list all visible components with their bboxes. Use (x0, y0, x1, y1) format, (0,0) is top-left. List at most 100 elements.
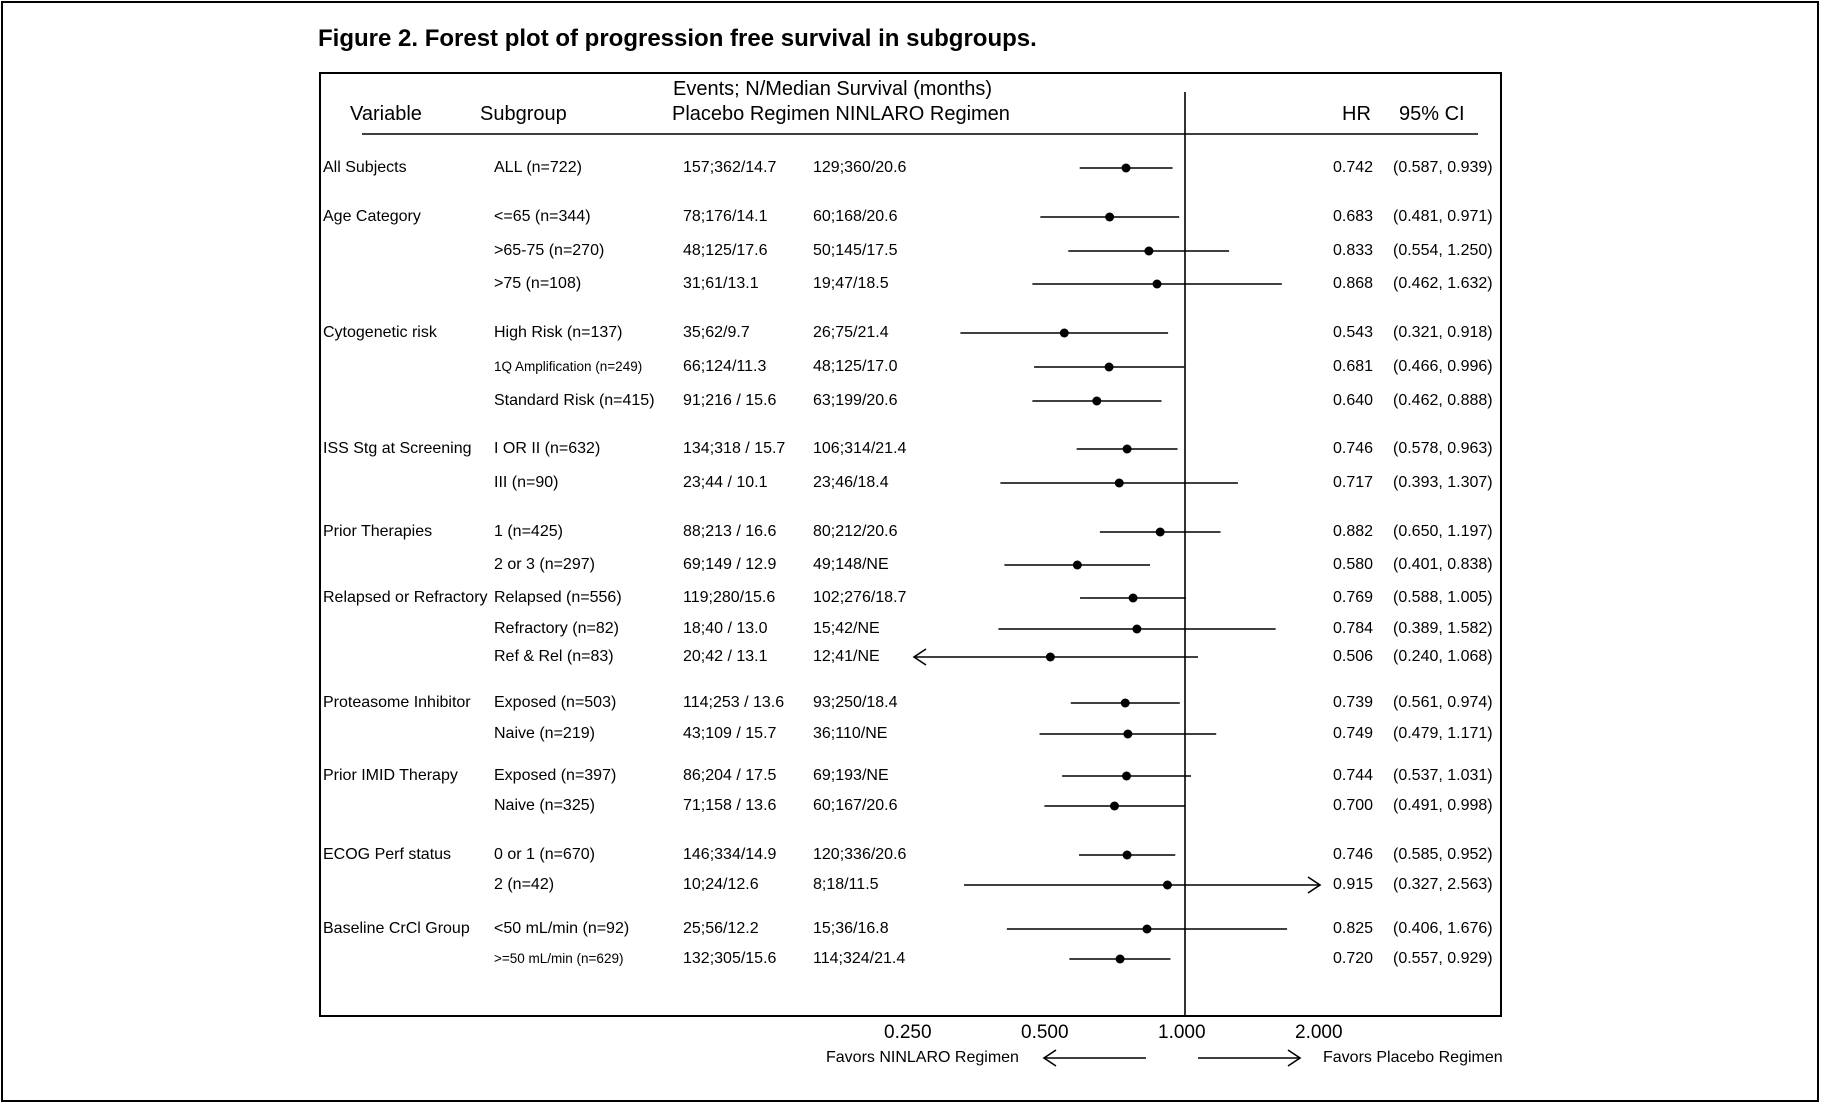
row-variable: Age Category (323, 208, 421, 225)
row-ninlaro: 120;336/20.6 (813, 846, 907, 863)
row-subgroup: Exposed (n=503) (494, 694, 617, 711)
row-hr: 0.915 (1333, 876, 1374, 893)
row-subgroup: 2 (n=42) (494, 876, 555, 893)
row-ci: (0.588, 1.005) (1393, 589, 1493, 606)
hr-point (1144, 246, 1154, 256)
row-placebo: 88;213 / 16.6 (683, 523, 777, 540)
row-hr: 0.784 (1333, 620, 1374, 637)
row-variable: Proteasome Inhibitor (323, 694, 471, 711)
favors-ninlaro-label: Favors NINLARO Regimen (826, 1049, 1019, 1066)
row-ci: (0.240, 1.068) (1393, 648, 1493, 665)
row-placebo: 91;216 / 15.6 (683, 392, 777, 409)
row-ninlaro: 114;324/21.4 (813, 950, 906, 967)
row-subgroup: 1Q Amplification (n=249) (494, 359, 643, 374)
row-ninlaro: 93;250/18.4 (813, 694, 898, 711)
row-subgroup: >75 (n=108) (494, 275, 582, 292)
row-hr: 0.580 (1333, 556, 1374, 573)
plot-box (319, 72, 1502, 1017)
ci-arrow-left (912, 648, 927, 666)
row-ci: (0.479, 1.171) (1393, 725, 1493, 742)
row-ninlaro: 12;41/NE (813, 648, 880, 665)
hr-point (1155, 527, 1165, 537)
row-hr: 0.720 (1333, 950, 1374, 967)
hr-point (1059, 328, 1069, 338)
row-hr: 0.543 (1333, 324, 1374, 341)
row-hr: 0.744 (1333, 767, 1374, 784)
row-ninlaro: 106;314/21.4 (813, 440, 907, 457)
row-placebo: 157;362/14.7 (683, 159, 777, 176)
x-tick-label: 0.250 (884, 1022, 932, 1043)
row-subgroup: <=65 (n=344) (494, 208, 591, 225)
row-variable: Cytogenetic risk (323, 324, 437, 341)
row-ninlaro: 63;199/20.6 (813, 392, 898, 409)
row-variable: Prior IMID Therapy (323, 767, 458, 784)
row-placebo: 146;334/14.9 (683, 846, 777, 863)
row-subgroup: Exposed (n=397) (494, 767, 617, 784)
header-hr: HR (1342, 103, 1371, 125)
favors-left-arrow-head (1042, 1049, 1057, 1067)
row-ci: (0.650, 1.197) (1393, 523, 1493, 540)
row-ninlaro: 23;46/18.4 (813, 474, 889, 491)
row-subgroup: Naive (n=219) (494, 725, 595, 742)
hr-point (1132, 624, 1142, 634)
row-variable: Relapsed or Refractory (323, 589, 488, 606)
row-ci: (0.321, 0.918) (1393, 324, 1493, 341)
row-ci: (0.462, 0.888) (1393, 392, 1493, 409)
figure-title: Figure 2. Forest plot of progression fre… (318, 25, 1037, 52)
row-hr: 0.746 (1333, 846, 1374, 863)
row-ci: (0.406, 1.676) (1393, 920, 1493, 937)
row-ninlaro: 129;360/20.6 (813, 159, 907, 176)
row-variable: Prior Therapies (323, 523, 433, 540)
row-placebo: 78;176/14.1 (683, 208, 768, 225)
row-hr: 0.882 (1333, 523, 1374, 540)
row-subgroup: Refractory (n=82) (494, 620, 619, 637)
hr-point (1104, 362, 1114, 372)
row-subgroup: >=50 mL/min (n=629) (494, 951, 624, 966)
hr-point (1142, 924, 1152, 934)
header-variable: Variable (350, 103, 422, 125)
row-ninlaro: 60;168/20.6 (813, 208, 898, 225)
row-hr: 0.742 (1333, 159, 1374, 176)
row-hr: 0.681 (1333, 358, 1374, 375)
hr-point (1110, 801, 1120, 811)
hr-point (1122, 771, 1132, 781)
hr-point (1120, 698, 1130, 708)
x-tick-label: 2.000 (1295, 1022, 1343, 1043)
row-ninlaro: 19;47/18.5 (813, 275, 889, 292)
row-ninlaro: 69;193/NE (813, 767, 889, 784)
row-ninlaro: 102;276/18.7 (813, 589, 907, 606)
row-hr: 0.506 (1333, 648, 1374, 665)
header-events-line2: Placebo Regimen NINLARO Regimen (672, 103, 1010, 125)
row-ci: (0.401, 0.838) (1393, 556, 1493, 573)
hr-point (1115, 954, 1125, 964)
row-ci: (0.561, 0.974) (1393, 694, 1493, 711)
row-variable: ISS Stg at Screening (323, 440, 472, 457)
hr-point (1045, 652, 1055, 662)
x-tick-label: 1.000 (1158, 1022, 1206, 1043)
hr-point (1128, 593, 1138, 603)
row-placebo: 134;318 / 15.7 (683, 440, 786, 457)
row-hr: 0.825 (1333, 920, 1374, 937)
row-variable: Baseline CrCl Group (323, 920, 470, 937)
hr-point (1152, 279, 1162, 289)
row-ninlaro: 49;148/NE (813, 556, 889, 573)
row-placebo: 35;62/9.7 (683, 324, 750, 341)
row-hr: 0.868 (1333, 275, 1374, 292)
row-ninlaro: 48;125/17.0 (813, 358, 898, 375)
row-subgroup: 2 or 3 (n=297) (494, 556, 595, 573)
row-hr: 0.746 (1333, 440, 1374, 457)
row-hr: 0.739 (1333, 694, 1374, 711)
row-ci: (0.393, 1.307) (1393, 474, 1493, 491)
row-ninlaro: 26;75/21.4 (813, 324, 889, 341)
row-subgroup: 1 (n=425) (494, 523, 563, 540)
hr-point (1121, 163, 1131, 173)
hr-point (1105, 212, 1115, 222)
row-hr: 0.769 (1333, 589, 1374, 606)
row-ci: (0.537, 1.031) (1393, 767, 1493, 784)
row-subgroup: >65-75 (n=270) (494, 242, 605, 259)
row-hr: 0.700 (1333, 797, 1374, 814)
row-subgroup: 0 or 1 (n=670) (494, 846, 595, 863)
header-subgroup: Subgroup (480, 103, 567, 125)
